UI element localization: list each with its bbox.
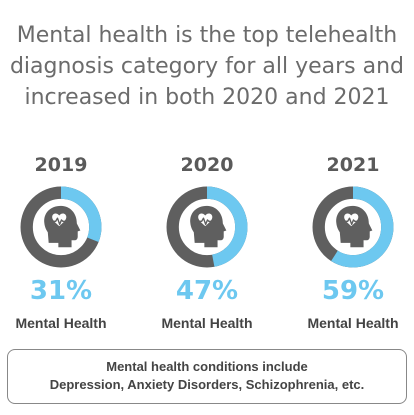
donut-chart-2020 <box>166 186 248 268</box>
note-line-1: Mental health conditions include <box>106 359 308 374</box>
percent-label-2020: 47% <box>175 276 239 306</box>
year-label-2020: 2020 <box>180 154 234 176</box>
donut-ring-2021 <box>309 183 397 271</box>
note-line-2: Depression, Anxiety Disorders, Schizophr… <box>49 377 365 392</box>
chart-title-line-2: diagnosis category for all years and <box>9 54 405 79</box>
donut-chart-2019 <box>20 186 102 268</box>
donut-panel-2019: 2019 31% Mental Health <box>0 150 130 332</box>
donut-panel-2021: 2021 59% Mental Health <box>284 150 414 332</box>
donut-ring-2019 <box>17 183 105 271</box>
head-with-heartbeat-icon <box>336 205 373 248</box>
head-with-heartbeat-icon <box>190 205 227 248</box>
category-label-2019: Mental Health <box>15 315 107 331</box>
conditions-note-box: Mental health conditions include Depress… <box>7 349 407 404</box>
year-label-2021: 2021 <box>326 154 380 176</box>
category-label-2021: Mental Health <box>307 315 399 331</box>
donut-panel-2020: 2020 47% Mental Health <box>138 150 276 332</box>
donut-slice-2021 <box>312 186 394 268</box>
donut-chart-2021 <box>312 186 394 268</box>
percent-label-2019: 31% <box>29 276 93 306</box>
chart-title: Mental health is the top telehealth diag… <box>6 20 408 113</box>
chart-title-line-1: Mental health is the top telehealth <box>16 23 398 48</box>
donut-slice-2019 <box>20 186 102 268</box>
chart-title-line-3: increased in both 2020 and 2021 <box>24 85 390 110</box>
donut-ring-2020 <box>163 183 251 271</box>
head-with-heartbeat-icon <box>44 205 81 248</box>
year-label-2019: 2019 <box>34 154 88 176</box>
category-label-2020: Mental Health <box>161 315 253 331</box>
percent-label-2021: 59% <box>321 276 385 306</box>
donut-slice-2020 <box>166 186 248 268</box>
